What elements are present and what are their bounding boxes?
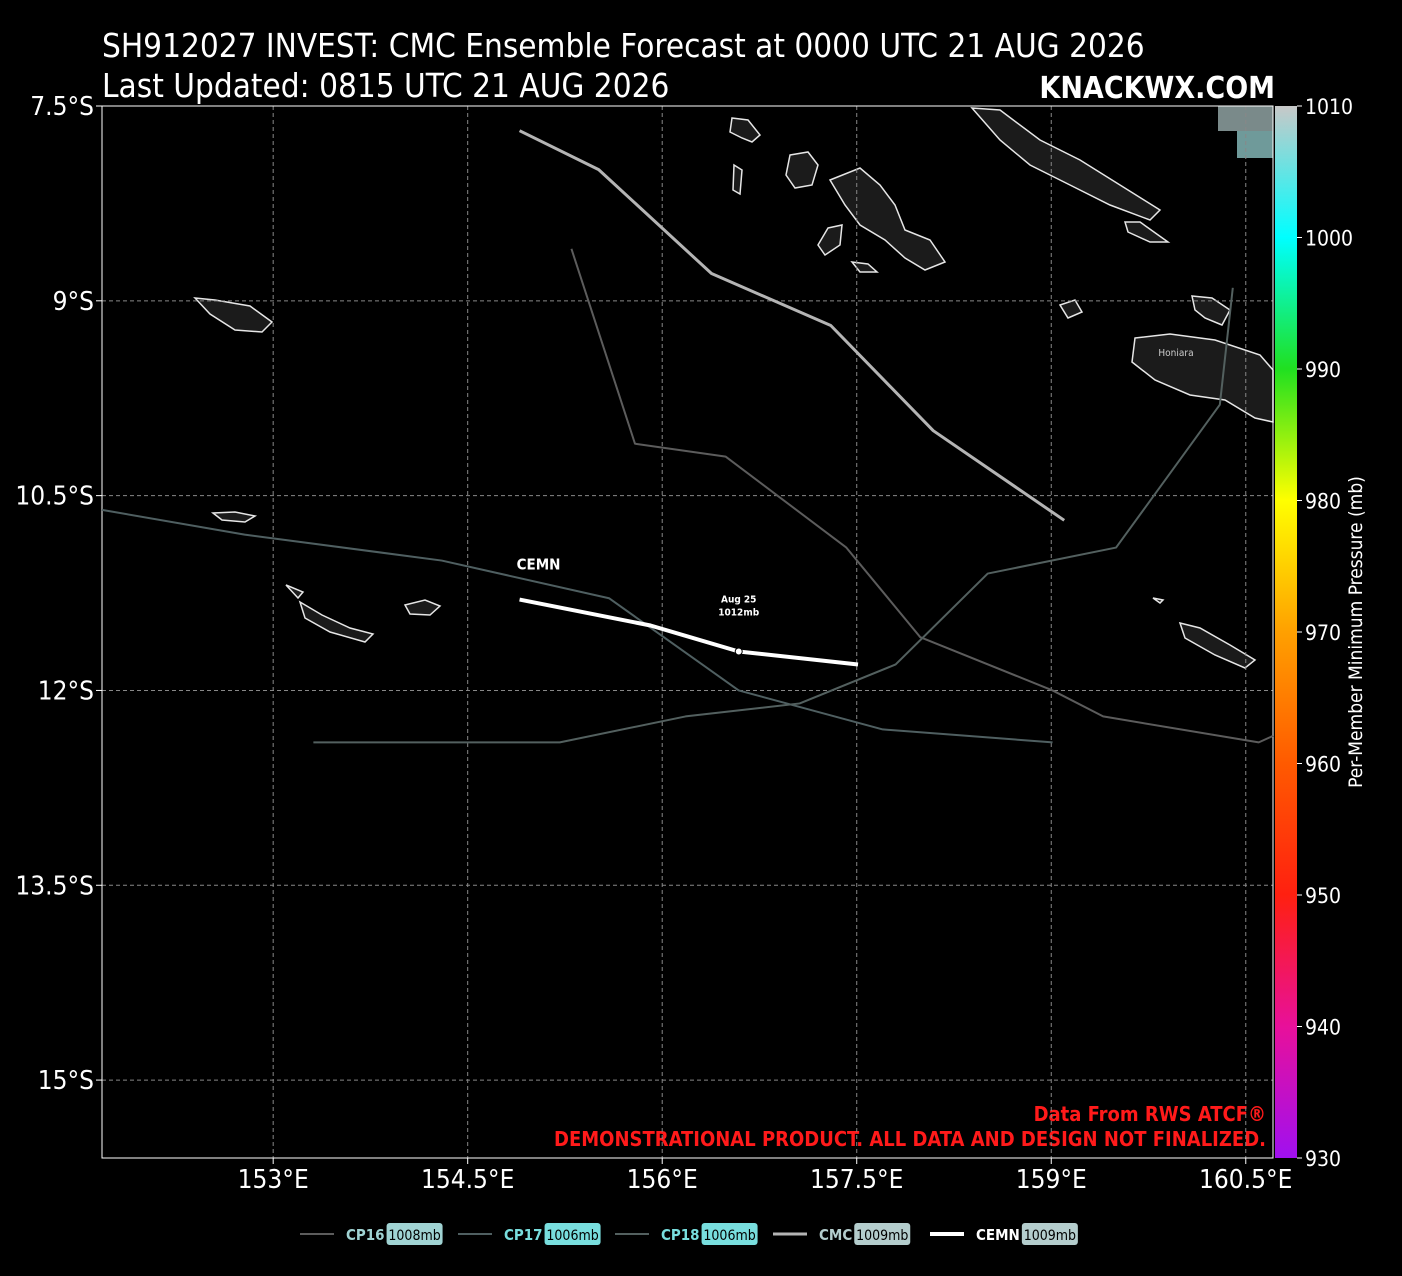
- annotation-pressure: 1012mb: [718, 607, 759, 618]
- island: [403, 599, 442, 616]
- legend-badge-label: 1009mb: [1024, 1228, 1076, 1244]
- legend-label: CP18: [661, 1226, 700, 1244]
- island: [193, 297, 274, 333]
- island: [210, 511, 258, 523]
- legend-label: CEMN: [976, 1226, 1020, 1244]
- legend-badge-label: 1006mb: [703, 1228, 755, 1244]
- shaded-box: [1218, 106, 1273, 131]
- island: [1131, 333, 1274, 423]
- y-tick-label: 9°S: [53, 287, 94, 317]
- x-tick-label: 154.5°E: [421, 1165, 514, 1195]
- place-label: Honiara: [1158, 348, 1193, 359]
- chart-subtitle: Last Updated: 0815 UTC 21 AUG 2026: [102, 66, 669, 105]
- island: [732, 163, 743, 196]
- annotation-date: Aug 25: [721, 594, 756, 605]
- legend-badge-label: 1009mb: [856, 1228, 908, 1244]
- colorbar-tick-label: 990: [1305, 358, 1341, 382]
- colorbar-tick-label: 930: [1305, 1147, 1341, 1171]
- track: [313, 287, 1234, 744]
- x-tick-label: 156°E: [627, 1165, 698, 1195]
- island: [828, 167, 947, 271]
- shaded-box: [1237, 131, 1273, 158]
- island: [785, 151, 819, 189]
- plot-frame: [101, 105, 1274, 1159]
- track: [518, 129, 1066, 522]
- forecast-point: [734, 647, 743, 656]
- island: [970, 107, 1162, 221]
- brand: KNACKWX.COM: [1039, 71, 1275, 106]
- island: [729, 117, 762, 143]
- y-tick-label: 15°S: [38, 1066, 94, 1096]
- legend-badge-label: 1008mb: [388, 1228, 440, 1244]
- legend-badge: [1021, 1223, 1078, 1245]
- x-tick-label: 153°E: [238, 1165, 309, 1195]
- colorbar-tick-label: 1010: [1305, 95, 1353, 119]
- island: [1152, 597, 1165, 604]
- colorbar-label: Per-Member Minimum Pressure (mb): [1345, 476, 1367, 788]
- y-tick-label: 10.5°S: [15, 482, 94, 512]
- island: [817, 224, 843, 257]
- colorbar-tick-label: 940: [1305, 1016, 1341, 1040]
- track: [570, 248, 1274, 744]
- colorbar-tick-label: 1000: [1305, 227, 1353, 251]
- legend-badge: [544, 1223, 601, 1245]
- legend-label: CP16: [346, 1226, 385, 1244]
- x-tick-label: 160.5°E: [1199, 1165, 1292, 1195]
- y-tick-label: 7.5°S: [30, 92, 94, 122]
- y-tick-label: 13.5°S: [15, 871, 94, 901]
- island: [285, 584, 305, 600]
- island: [1123, 221, 1171, 243]
- track: [101, 508, 1053, 744]
- island: [1058, 299, 1084, 319]
- colorbar-tick-label: 950: [1305, 884, 1341, 908]
- island: [298, 600, 375, 643]
- y-tick-label: 12°S: [38, 676, 94, 706]
- colorbar-tick-label: 970: [1305, 621, 1341, 645]
- x-tick-label: 159°E: [1016, 1165, 1087, 1195]
- island: [1178, 621, 1257, 669]
- legend-label: CMC: [819, 1226, 852, 1244]
- disclaimer: DEMONSTRATIONAL PRODUCT. ALL DATA AND DE…: [554, 1127, 1266, 1151]
- chart-title: SH912027 INVEST: CMC Ensemble Forecast a…: [102, 26, 1145, 65]
- legend-label: CP17: [504, 1226, 543, 1244]
- land: [193, 106, 1274, 669]
- legend-badge: [854, 1223, 911, 1245]
- legend-badge-label: 1006mb: [546, 1228, 598, 1244]
- island: [850, 261, 879, 273]
- credit: Data From RWS ATCF®: [1034, 1102, 1266, 1126]
- island: [1191, 295, 1231, 326]
- x-tick-label: 157.5°E: [810, 1165, 903, 1195]
- colorbar: [1275, 106, 1297, 1158]
- colorbar-tick-label: 960: [1305, 753, 1341, 777]
- colorbar-tick-label: 980: [1305, 490, 1341, 514]
- track-label: CEMN: [517, 556, 561, 574]
- legend-badge: [701, 1223, 758, 1245]
- legend-badge: [386, 1223, 443, 1245]
- track: [519, 597, 859, 667]
